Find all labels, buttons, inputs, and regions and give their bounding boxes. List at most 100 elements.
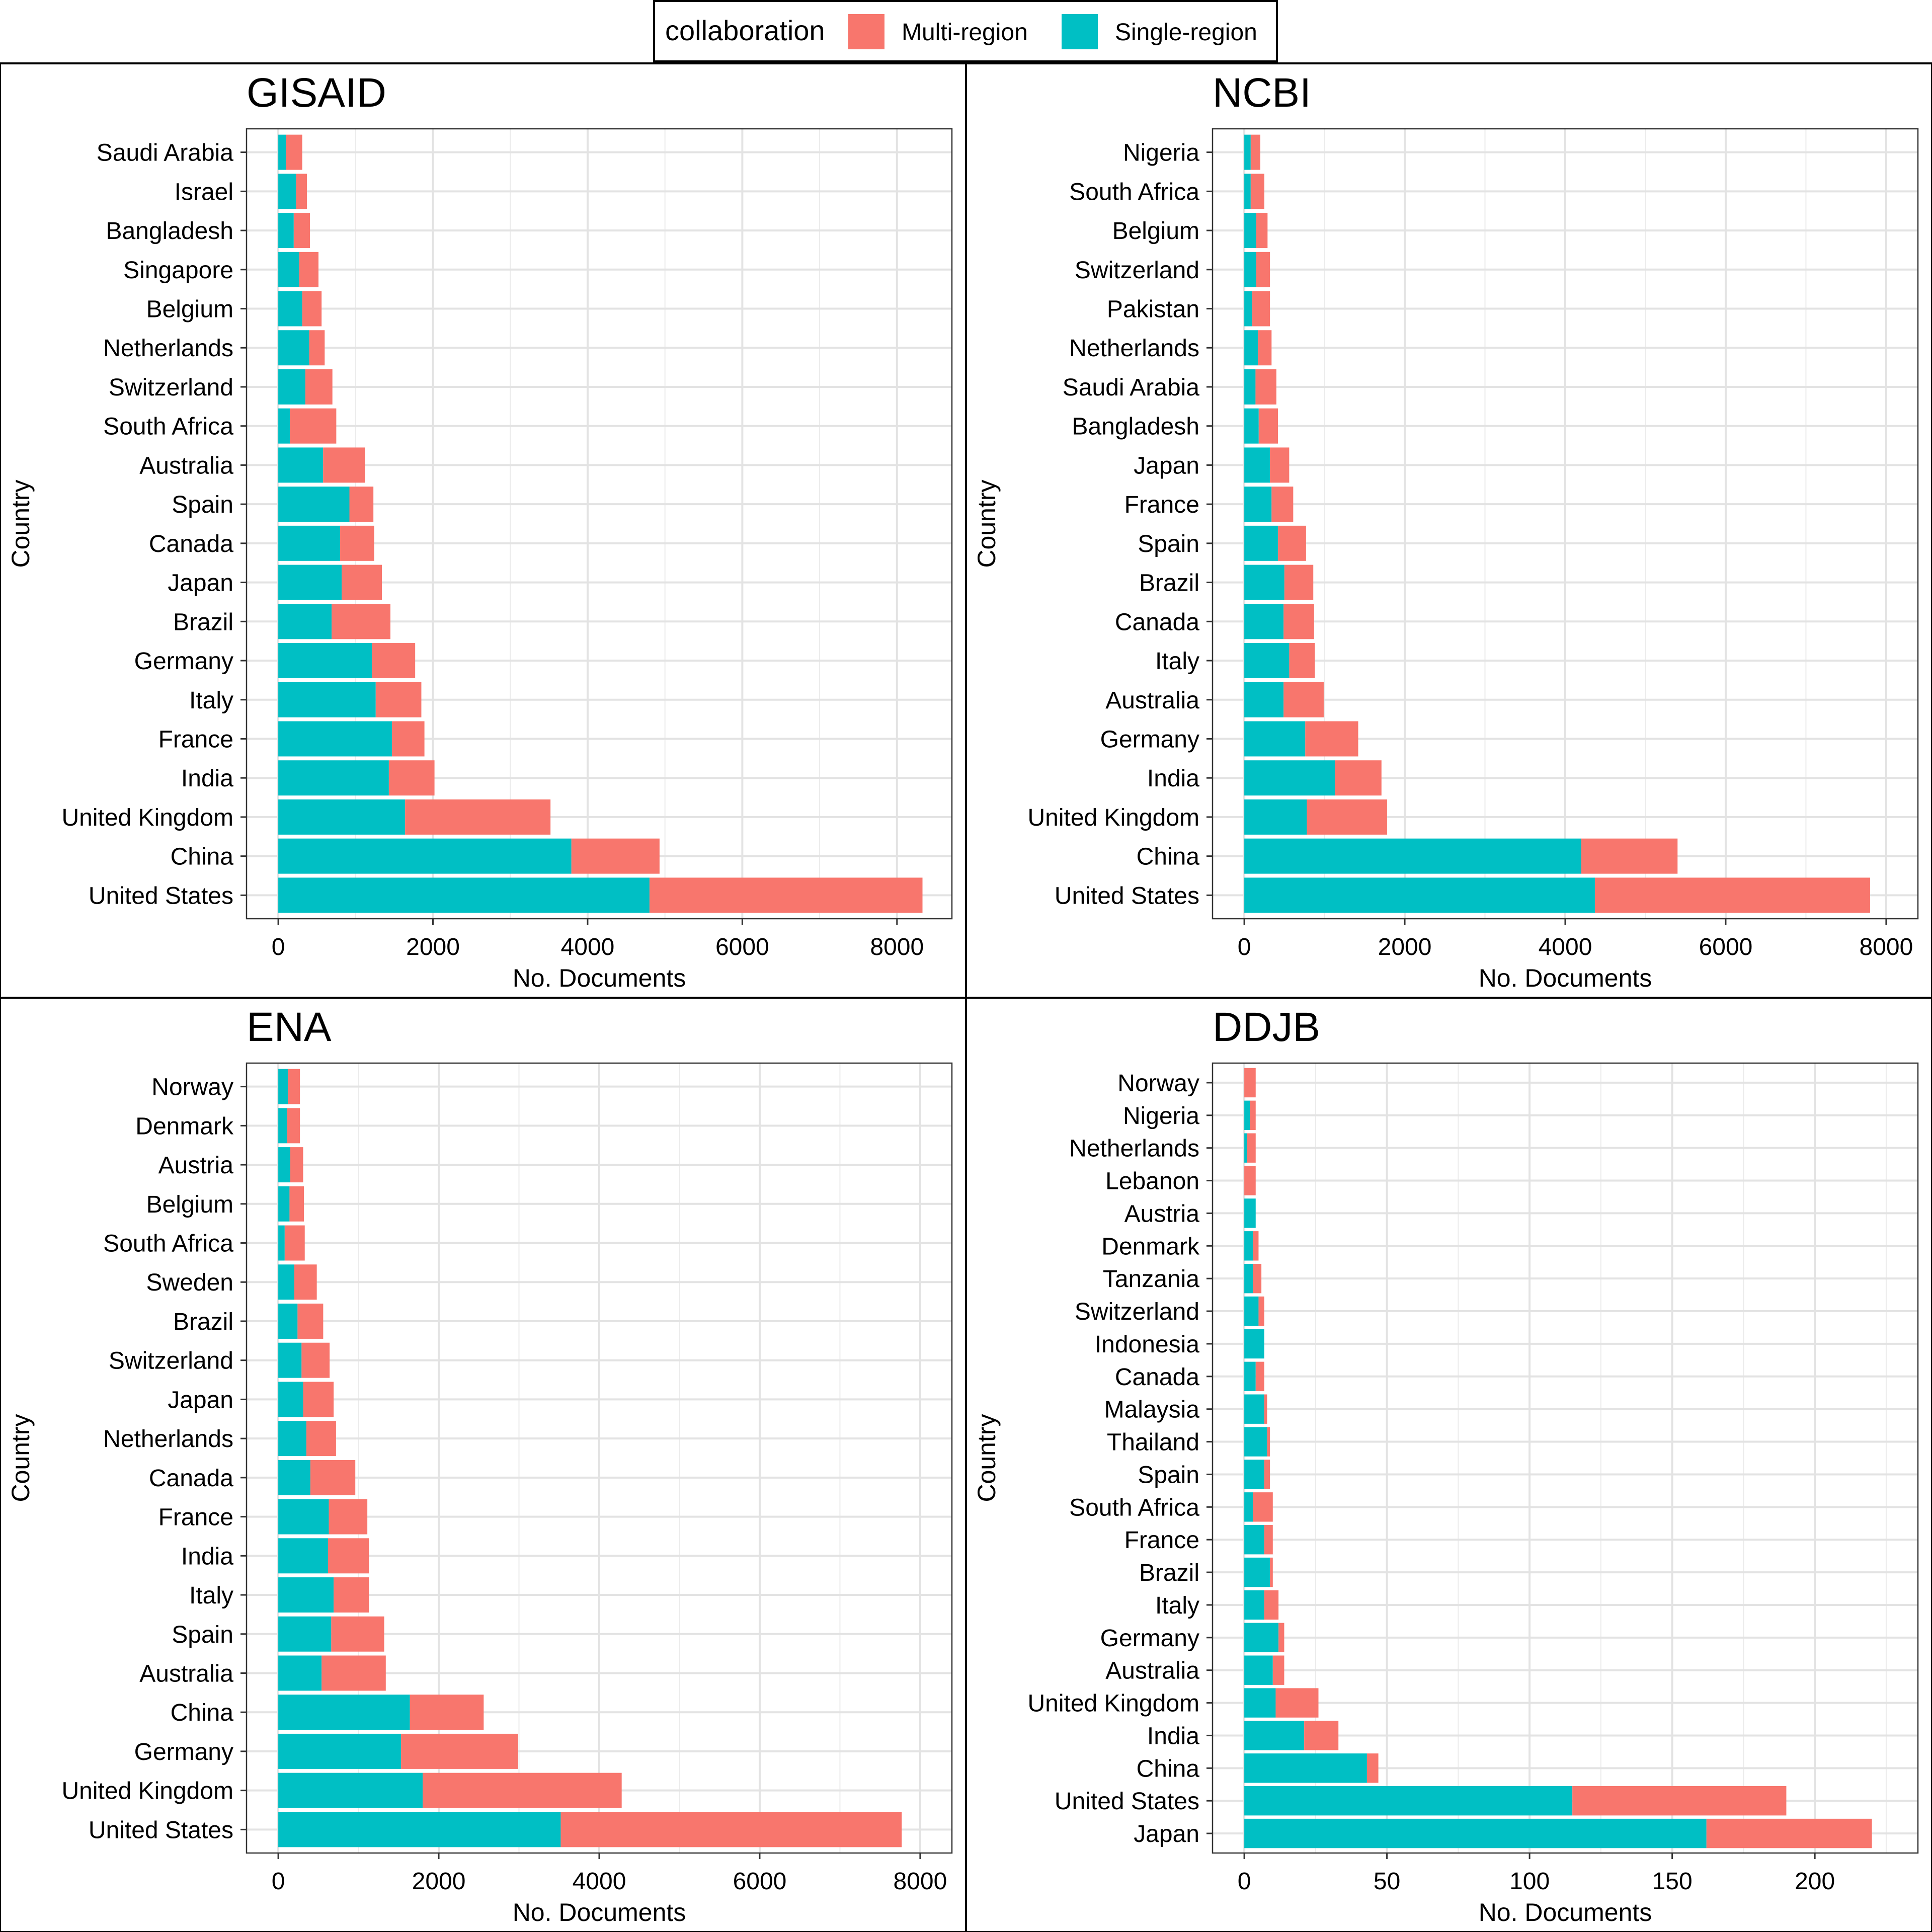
bar-single-region-united-states <box>278 877 650 913</box>
bar-single-region-india <box>1244 1721 1305 1750</box>
bar-multi-region-saudi-arabia <box>286 134 302 170</box>
bar-single-region-bangladesh <box>1244 408 1259 444</box>
bar-multi-region-brazil <box>297 1303 324 1339</box>
bar-single-region-south-africa <box>278 408 290 444</box>
bar-single-region-netherlands <box>1244 330 1258 366</box>
bar-multi-region-belgium <box>302 291 322 327</box>
bar-single-region-japan <box>1244 1818 1707 1848</box>
bar-single-region-thailand <box>1244 1427 1267 1457</box>
bar-single-region-norway <box>278 1069 288 1104</box>
panel-gisaid: GISAID Saudi Arabia Israel Bangladesh Singap… <box>0 62 967 999</box>
y-axis-title: Country <box>7 479 35 568</box>
bar-multi-region-norway <box>288 1069 300 1104</box>
y-tick-label-germany: Germany <box>1100 726 1199 753</box>
bar-single-region-belgium <box>278 291 302 327</box>
bar-multi-region-united-kingdom <box>405 799 551 835</box>
bar-single-region-switzerland <box>278 1342 302 1378</box>
bar-multi-region-denmark <box>1253 1231 1259 1261</box>
bar-multi-region-japan <box>303 1382 334 1417</box>
x-tick-label: 8000 <box>894 1868 947 1895</box>
bar-multi-region-spain <box>1264 1460 1270 1489</box>
bar-single-region-united-kingdom <box>1244 1688 1276 1718</box>
legend-key-single-region <box>1062 14 1098 49</box>
bar-multi-region-bangladesh <box>293 213 310 249</box>
bar-single-region-denmark <box>1244 1231 1253 1261</box>
y-tick-label-united-kingdom: United Kingdom <box>61 804 233 831</box>
bar-multi-region-canada <box>310 1460 356 1495</box>
y-axis-title: Country <box>973 479 1001 568</box>
y-tick-label-china: China <box>171 844 234 870</box>
plot-border <box>1212 1062 1919 1854</box>
bar-multi-region-united-kingdom <box>423 1773 622 1808</box>
y-tick-label-india: India <box>181 765 233 792</box>
bar-multi-region-united-states <box>649 877 923 913</box>
y-tick-label-brazil: Brazil <box>173 1309 233 1335</box>
x-tick-label: 4000 <box>1539 934 1592 960</box>
y-tick-label-netherlands: Netherlands <box>103 335 233 362</box>
y-tick-label-sweden: Sweden <box>146 1269 233 1296</box>
y-tick-label-austria: Austria <box>1124 1200 1200 1227</box>
bar-multi-region-canada <box>340 525 374 561</box>
y-tick-label-france: France <box>158 726 233 753</box>
y-tick-label-spain: Spain <box>172 492 233 518</box>
y-tick-label-united-states: United States <box>1055 882 1199 909</box>
bar-single-region-australia <box>1244 682 1284 717</box>
y-tick-label-united-kingdom: United Kingdom <box>1027 804 1199 831</box>
bar-single-region-brazil <box>278 604 332 639</box>
bar-multi-region-china <box>1581 838 1678 874</box>
x-tick-label: 0 <box>1238 934 1251 960</box>
bar-single-region-australia <box>278 447 324 483</box>
y-tick-label-switzerland: Switzerland <box>109 374 233 401</box>
x-tick-label: 6000 <box>1699 934 1753 960</box>
bar-single-region-sweden <box>278 1264 294 1300</box>
bar-multi-region-united-states <box>1572 1786 1787 1816</box>
x-tick-label: 0 <box>272 934 285 960</box>
y-tick-label-malaysia: Malaysia <box>1104 1397 1200 1423</box>
y-tick-label-india: India <box>1147 1723 1199 1749</box>
bar-single-region-india <box>278 760 389 796</box>
x-tick-label: 200 <box>1795 1868 1835 1895</box>
bar-multi-region-bangladesh <box>1258 408 1278 444</box>
y-tick-label-canada: Canada <box>1115 1364 1199 1391</box>
bar-single-region-united-kingdom <box>1244 799 1307 835</box>
bar-multi-region-netherlands <box>306 1421 336 1457</box>
y-tick-label-japan: Japan <box>168 1387 233 1413</box>
bar-multi-region-pakistan <box>1252 291 1270 327</box>
y-tick-label-australia: Australia <box>139 452 233 479</box>
y-tick-label-china: China <box>1137 1755 1200 1782</box>
y-tick-label-united-states: United States <box>89 1817 233 1843</box>
bar-multi-region-spain <box>331 1616 384 1652</box>
panel-title: ENA <box>247 1004 332 1050</box>
bars <box>1244 1068 1872 1848</box>
bar-multi-region-nigeria <box>1250 134 1260 170</box>
bar-single-region-pakistan <box>1244 291 1253 327</box>
bar-multi-region-switzerland <box>1258 1296 1264 1326</box>
x-tick-label: 4000 <box>573 1868 626 1895</box>
y-axis-title: Country <box>973 1414 1001 1502</box>
panel-title: NCBI <box>1213 70 1311 116</box>
y-tick-label-netherlands: Netherlands <box>103 1426 233 1453</box>
y-tick-label-pakistan: Pakistan <box>1107 296 1199 323</box>
bar-multi-region-australia <box>1283 682 1324 717</box>
x-tick-label: 0 <box>1238 1868 1251 1895</box>
bar-multi-region-india <box>1304 1721 1339 1750</box>
bar-multi-region-singapore <box>299 252 319 287</box>
bar-multi-region-canada <box>1283 604 1314 639</box>
panel-title: GISAID <box>247 70 386 116</box>
y-tick-label-brazil: Brazil <box>173 609 233 635</box>
bar-multi-region-switzerland <box>1256 252 1270 287</box>
y-tick-label-italy: Italy <box>189 1582 233 1609</box>
y-tick-label-united-kingdom: United Kingdom <box>1027 1691 1199 1717</box>
bar-multi-region-china <box>571 838 660 874</box>
bar-single-region-spain <box>1244 525 1278 561</box>
bar-multi-region-south-africa <box>1253 1492 1273 1522</box>
bar-single-region-united-kingdom <box>278 1773 423 1808</box>
bar-single-region-belgium <box>278 1186 290 1222</box>
bar-single-region-brazil <box>278 1303 298 1339</box>
bar-single-region-germany <box>1244 721 1306 757</box>
x-tick-label: 0 <box>272 1868 285 1895</box>
bar-single-region-united-states <box>1244 1786 1573 1816</box>
y-tick-label-denmark: Denmark <box>135 1113 234 1140</box>
x-axis: 0 2000 4000 6000 8000 <box>1238 919 1913 960</box>
x-tick-label: 8000 <box>870 934 924 960</box>
